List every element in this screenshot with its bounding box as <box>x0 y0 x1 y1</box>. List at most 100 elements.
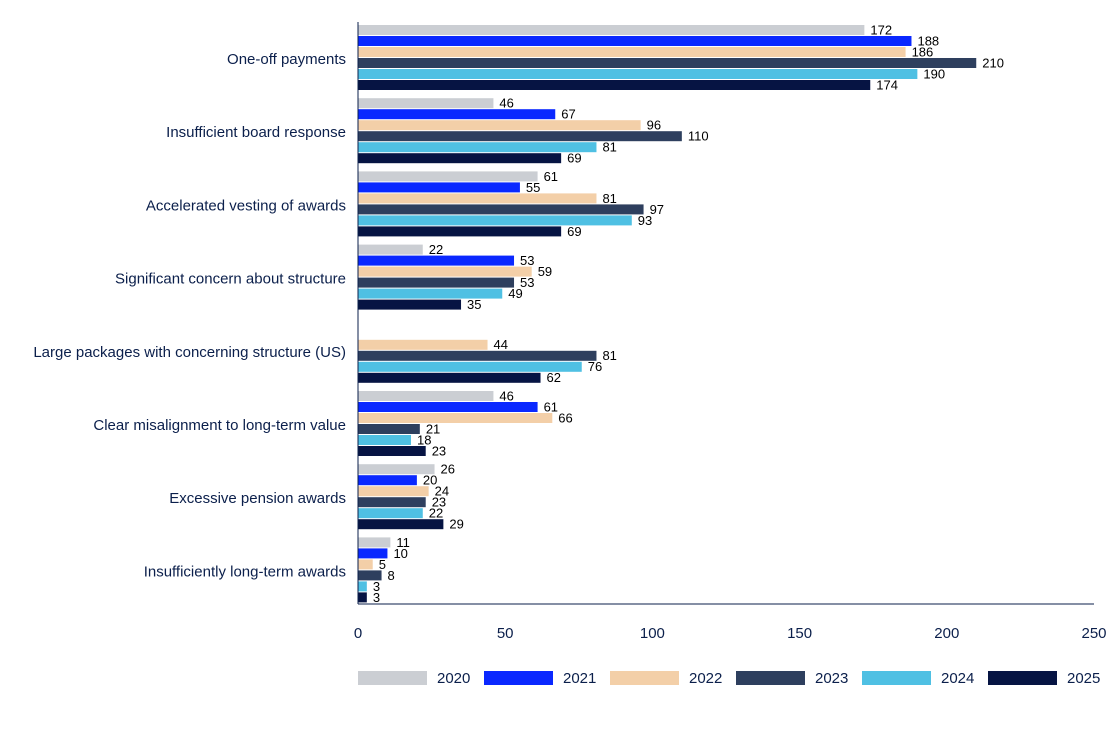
value-label: 24 <box>435 484 449 499</box>
value-label: 53 <box>520 253 534 268</box>
bar-2023 <box>358 58 977 68</box>
category-label: Significant concern about structure <box>115 271 346 288</box>
bar-2020 <box>358 391 494 401</box>
bar-2025 <box>358 446 426 456</box>
legend-swatch-2021 <box>484 671 553 685</box>
value-label: 21 <box>426 421 440 436</box>
value-label: 97 <box>650 202 664 217</box>
x-tick-label: 150 <box>787 625 812 642</box>
bar-2025 <box>358 592 367 603</box>
value-label: 53 <box>520 275 534 290</box>
bar-2023 <box>358 131 682 142</box>
value-label: 81 <box>602 348 616 363</box>
value-label: 26 <box>441 462 455 477</box>
value-label: 22 <box>429 242 443 257</box>
value-label: 210 <box>982 55 1004 70</box>
bar-2021 <box>358 182 520 193</box>
bar-2022 <box>358 486 429 497</box>
value-label: 10 <box>393 546 407 561</box>
value-label: 172 <box>870 22 892 37</box>
value-label: 93 <box>638 213 652 228</box>
value-label: 66 <box>558 410 572 425</box>
legend: 2020 2021 2022 2023 2024 2025 <box>358 670 1100 687</box>
bar-2021 <box>358 475 417 486</box>
bar-2021 <box>358 548 388 559</box>
category-label: Excessive pension awards <box>169 490 346 507</box>
bar-2020 <box>358 25 865 35</box>
x-tick-label: 50 <box>497 625 514 642</box>
legend-swatch-2020 <box>358 671 427 685</box>
bar-2020 <box>358 537 391 548</box>
category-label: Insufficiently long-term awards <box>144 563 346 580</box>
bar-2022 <box>358 413 553 423</box>
value-label: 69 <box>567 224 581 239</box>
value-label: 49 <box>508 286 522 301</box>
value-label: 23 <box>432 443 446 458</box>
bar-2020 <box>358 98 494 109</box>
legend-label: 2021 <box>563 670 596 687</box>
x-tick-label: 100 <box>640 625 665 642</box>
bar-2023 <box>358 204 644 215</box>
bar-2022 <box>358 559 373 570</box>
value-label: 186 <box>912 44 934 59</box>
value-label: 188 <box>917 33 939 48</box>
bar-2024 <box>358 435 411 445</box>
value-label: 174 <box>876 77 898 92</box>
bar-2021 <box>358 36 912 46</box>
bar-2022 <box>358 47 906 57</box>
legend-label: 2024 <box>941 670 974 687</box>
category-label: Insufficient board response <box>166 124 346 141</box>
bar-2025 <box>358 80 871 90</box>
value-label: 20 <box>423 473 437 488</box>
bar-2023 <box>358 350 597 361</box>
legend-label: 2025 <box>1067 670 1100 687</box>
value-label: 61 <box>544 399 558 414</box>
value-label: 76 <box>588 359 602 374</box>
legend-label: 2022 <box>689 670 722 687</box>
value-label: 23 <box>432 495 446 510</box>
legend-swatch-2023 <box>736 671 805 685</box>
value-label: 5 <box>379 557 386 572</box>
category-label: Clear misalignment to long-term value <box>93 417 346 434</box>
legend-label: 2020 <box>437 670 470 687</box>
bar-2024 <box>358 215 632 226</box>
bar-2025 <box>358 226 562 237</box>
value-label: 59 <box>538 264 552 279</box>
bar-2025 <box>358 299 462 310</box>
bar-2025 <box>358 519 444 530</box>
value-label: 55 <box>526 180 540 195</box>
value-label: 46 <box>499 388 513 403</box>
bar-2022 <box>358 266 532 277</box>
legend-swatch-2024 <box>862 671 931 685</box>
legend-swatch-2022 <box>610 671 679 685</box>
value-label: 35 <box>467 297 481 312</box>
value-labels-layer: 1721881862101901744667961108169615581979… <box>373 22 1004 604</box>
bar-2024 <box>358 288 503 299</box>
value-label: 3 <box>373 579 380 594</box>
bar-2024 <box>358 142 597 153</box>
value-label: 3 <box>373 590 380 605</box>
bar-2021 <box>358 255 515 266</box>
bar-2023 <box>358 497 426 508</box>
bar-2023 <box>358 277 515 288</box>
bar-2024 <box>358 508 423 519</box>
bars-layer <box>358 25 977 603</box>
bar-2021 <box>358 402 538 412</box>
bar-2022 <box>358 339 488 350</box>
value-label: 11 <box>396 535 410 550</box>
value-label: 22 <box>429 506 443 521</box>
legend-swatch-2025 <box>988 671 1057 685</box>
value-label: 8 <box>388 568 395 583</box>
bar-2022 <box>358 120 641 131</box>
bar-2023 <box>358 570 382 581</box>
value-label: 18 <box>417 432 431 447</box>
value-label: 29 <box>449 517 463 532</box>
value-label: 62 <box>547 370 561 385</box>
bar-2024 <box>358 581 367 592</box>
value-label: 69 <box>567 151 581 166</box>
bar-2024 <box>358 361 582 372</box>
value-label: 81 <box>602 191 616 206</box>
value-label: 46 <box>499 96 513 111</box>
category-label: Accelerated vesting of awards <box>146 197 346 214</box>
